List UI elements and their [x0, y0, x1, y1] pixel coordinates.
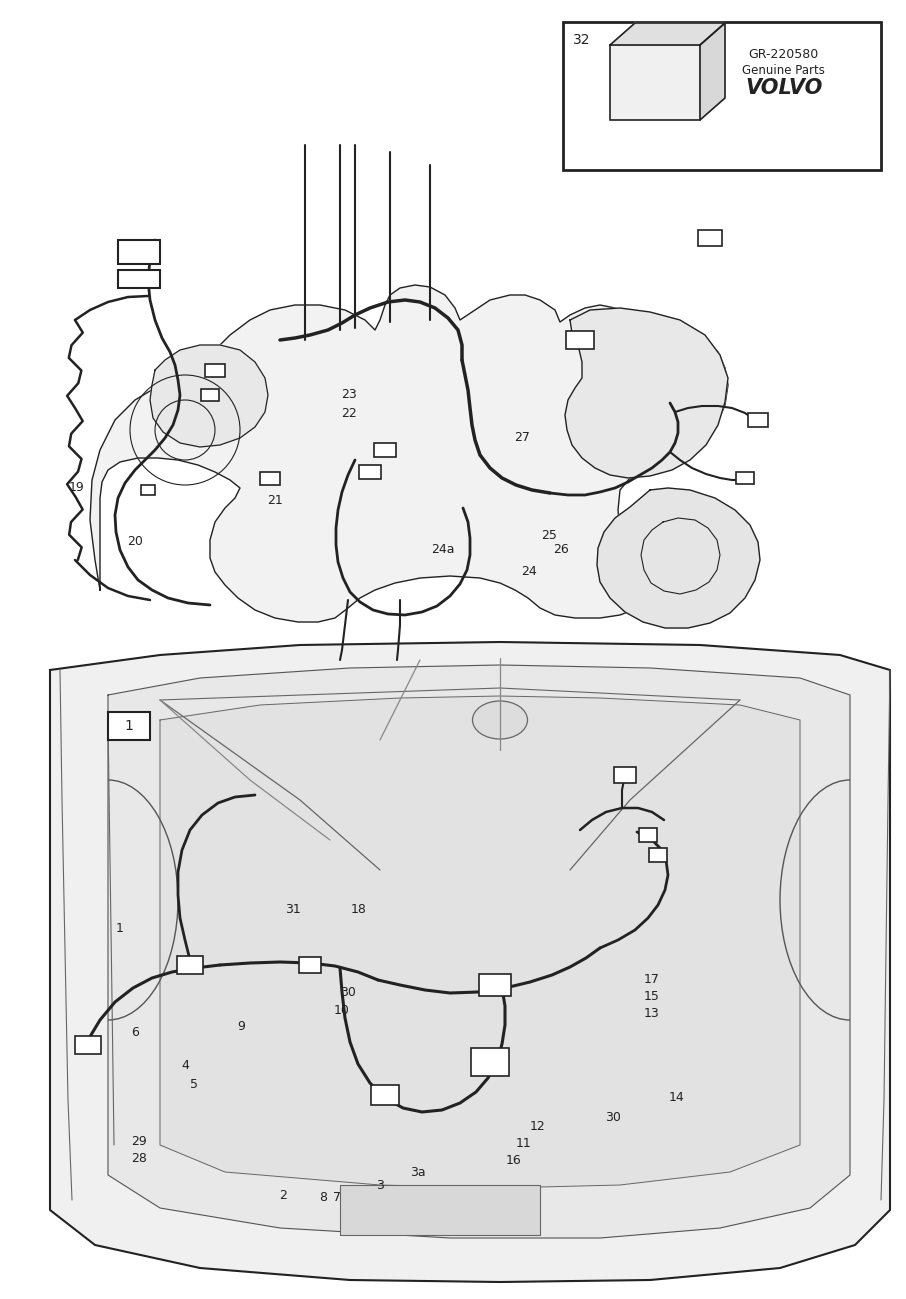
Text: 17: 17 [643, 973, 660, 986]
Bar [471, 1048, 509, 1076]
Bar [374, 443, 396, 457]
Text: 15: 15 [643, 990, 660, 1003]
Text: 31: 31 [285, 903, 301, 916]
Text: 27: 27 [515, 431, 531, 444]
Text: 3: 3 [376, 1179, 384, 1192]
Text: 30: 30 [340, 986, 356, 999]
Polygon shape [50, 642, 890, 1282]
Bar [748, 413, 768, 427]
Polygon shape [90, 284, 728, 622]
Bar [479, 974, 511, 996]
Text: 26: 26 [553, 543, 568, 556]
Text: 30: 30 [605, 1111, 622, 1124]
Polygon shape [700, 23, 725, 120]
Text: 19: 19 [69, 481, 84, 494]
Text: Genuine Parts: Genuine Parts [742, 64, 825, 77]
Bar [566, 331, 594, 349]
Text: 24a: 24a [431, 543, 455, 556]
Text: 7: 7 [333, 1191, 342, 1204]
Text: 4: 4 [181, 1059, 189, 1072]
Text: 21: 21 [267, 494, 283, 507]
Bar [614, 766, 636, 783]
Polygon shape [150, 346, 268, 447]
Text: 6: 6 [131, 1026, 140, 1039]
Text: 5: 5 [190, 1078, 198, 1091]
Text: 14: 14 [669, 1091, 684, 1104]
Text: 23: 23 [341, 388, 356, 401]
Bar [698, 230, 722, 246]
Text: 13: 13 [643, 1007, 659, 1020]
Text: 29: 29 [131, 1135, 147, 1148]
Text: 3a: 3a [410, 1167, 426, 1179]
Text: 11: 11 [516, 1137, 531, 1150]
Bar [736, 472, 754, 485]
Polygon shape [160, 696, 800, 1189]
Bar [141, 485, 155, 495]
Ellipse shape [473, 701, 527, 739]
Text: 25: 25 [541, 529, 557, 542]
Bar [563, 22, 881, 170]
Bar [118, 270, 160, 288]
Bar [205, 364, 225, 377]
Bar [610, 45, 700, 120]
Bar [299, 957, 321, 973]
Text: 22: 22 [341, 407, 356, 420]
Polygon shape [565, 308, 728, 478]
Text: 1: 1 [124, 720, 133, 733]
Polygon shape [610, 23, 725, 45]
Bar [649, 848, 667, 863]
Bar [639, 827, 657, 842]
Text: 10: 10 [333, 1004, 350, 1017]
Bar [359, 465, 381, 479]
Bar [177, 956, 203, 974]
Text: 28: 28 [131, 1152, 148, 1165]
Bar [75, 1037, 101, 1053]
Bar [118, 240, 160, 264]
Text: 20: 20 [127, 535, 143, 548]
Text: GR-220580: GR-220580 [748, 48, 819, 61]
Text: 24: 24 [521, 565, 536, 578]
Bar [260, 472, 280, 485]
Bar [201, 388, 219, 401]
Text: 32: 32 [573, 32, 591, 47]
Polygon shape [108, 665, 850, 1238]
Polygon shape [597, 488, 760, 627]
Text: 12: 12 [530, 1120, 545, 1133]
Text: 16: 16 [506, 1154, 521, 1167]
Bar [108, 712, 150, 740]
Text: 2: 2 [279, 1189, 287, 1202]
Bar [371, 1085, 399, 1105]
Text: VOLVO: VOLVO [745, 78, 823, 99]
Text: 8: 8 [319, 1191, 327, 1204]
Text: 18: 18 [351, 903, 367, 916]
Text: 1: 1 [116, 922, 124, 935]
Text: 9: 9 [237, 1020, 246, 1033]
Bar [340, 1185, 540, 1235]
